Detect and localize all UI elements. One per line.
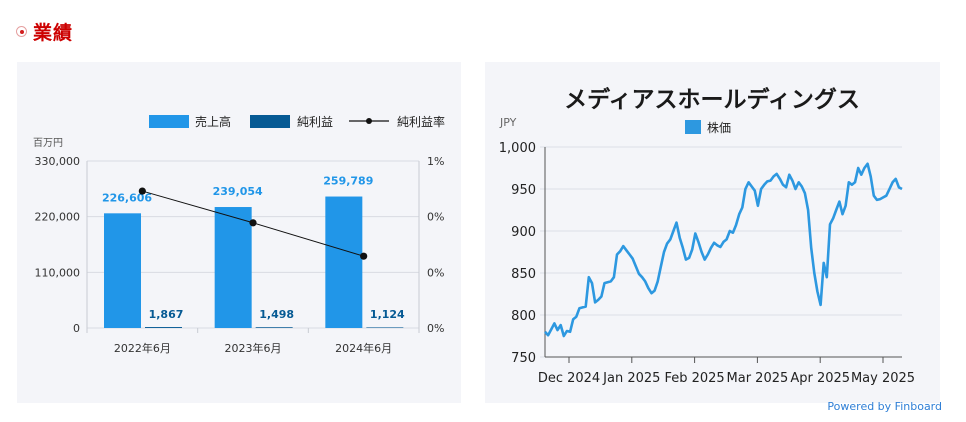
x-tick-label: Jan 2025 [602,371,660,386]
y2-tick-label: 1% [427,155,444,168]
x-tick-label: Feb 2025 [664,371,724,386]
legend-label-ratio: 純利益率 [397,114,445,129]
y2-tick-label: 0% [427,266,444,279]
y-tick-label: 110,000 [35,266,81,279]
x-tick-label: May 2025 [851,371,915,386]
finboard-credit-link[interactable]: Powered by Finboard [827,400,942,413]
y-axis-unit-label: JPY [499,116,517,129]
section-title: 業績 [33,22,74,44]
sales-bar [214,207,252,328]
legend-label-sales: 売上高 [195,114,231,129]
legend-marker-ratio [366,118,372,124]
x-tick-label: Apr 2025 [790,371,850,386]
y-tick-label: 0 [73,322,80,335]
profit-bar-label: 1,124 [370,308,405,321]
sales-bar [104,213,141,328]
red-bullet-icon [16,26,27,37]
y-axis-unit-label: 百万円 [33,137,63,149]
sales-bar-label: 259,789 [323,175,373,188]
y2-tick-label: 0% [427,211,444,224]
y-tick-label: 800 [511,309,536,324]
price-line [544,162,903,338]
x-category-label: 2023年6月 [225,341,282,355]
chart-title: メディアスホールディングス [564,86,860,113]
profit-bar [366,327,404,328]
section-header: 業績 [16,18,73,45]
profit-bar [255,327,293,328]
ratio-point [138,187,146,195]
sales-bar [325,196,363,328]
x-tick-label: Mar 2025 [727,371,789,386]
y-tick-label: 950 [511,183,536,198]
x-tick-label: Dec 2024 [538,371,600,386]
stock-price-chart: メディアスホールディングス JPY 株価 750 800 850 900 950 1,000 De… [499,86,915,386]
financial-results-chart-panel: 売上高 純利益 純利益率百万円 0 0% 110,000 0% 220,000 0% 330,00… [17,62,461,403]
ratio-point [249,219,257,227]
sales-bar-label: 226,606 [102,191,152,204]
x-category-label: 2022年6月 [114,341,171,355]
chart-legend: 売上高 純利益 純利益率 [149,114,445,129]
y-tick-label: 220,000 [35,211,81,224]
ratio-point [360,252,368,260]
profit-bar-label: 1,867 [149,308,184,321]
legend-swatch-profit [250,115,290,128]
y-tick-label: 900 [511,225,536,240]
sales-bar-label: 239,054 [213,185,263,198]
profit-bar-label: 1,498 [259,308,294,321]
y-tick-label: 1,000 [499,141,536,156]
y-tick-label: 750 [511,351,536,366]
legend-label-price: 株価 [707,120,731,135]
profit-bar [145,327,182,328]
legend-swatch-price [685,120,701,134]
legend-swatch-sales [149,115,189,128]
y-tick-label: 330,000 [35,155,81,168]
y2-tick-label: 0% [427,322,444,335]
stock-price-chart-panel: メディアスホールディングス JPY 株価 750 800 850 900 950 1,000 De… [485,62,940,403]
y-tick-label: 850 [511,267,536,282]
x-category-label: 2024年6月 [335,341,392,355]
legend-label-profit: 純利益 [297,115,333,129]
